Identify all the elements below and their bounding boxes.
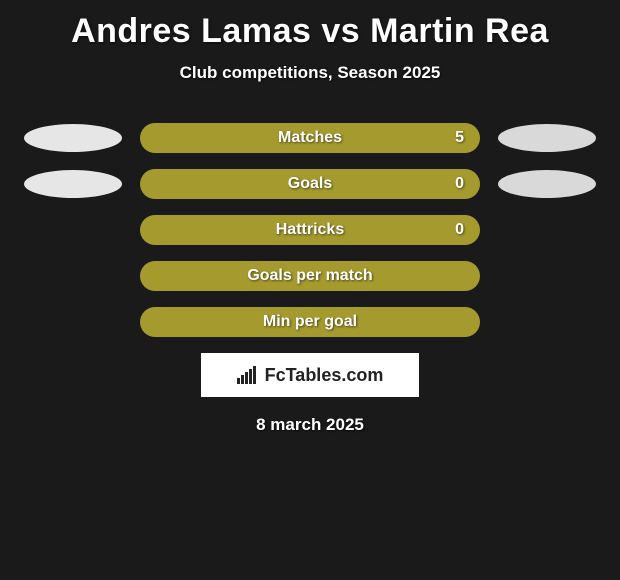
stat-bar-gpm: Goals per match <box>140 261 480 291</box>
stat-value: 5 <box>455 129 464 147</box>
stat-label: Hattricks <box>276 221 344 239</box>
brand-text: FcTables.com <box>265 365 384 386</box>
stat-label: Goals per match <box>247 267 372 285</box>
stat-row: Goals 0 <box>0 169 620 199</box>
stat-value: 0 <box>455 221 464 239</box>
stat-label: Goals <box>288 175 332 193</box>
stat-bar-hattricks: Hattricks 0 <box>140 215 480 245</box>
stat-label: Matches <box>278 129 342 147</box>
stat-bar-matches: Matches 5 <box>140 123 480 153</box>
bar-chart-icon <box>237 366 259 384</box>
left-oval <box>24 124 122 152</box>
stat-label: Min per goal <box>263 313 357 331</box>
stat-bar-mpg: Min per goal <box>140 307 480 337</box>
date-text: 8 march 2025 <box>0 415 620 435</box>
right-oval <box>498 124 596 152</box>
stat-bar-goals: Goals 0 <box>140 169 480 199</box>
stat-row: Matches 5 <box>0 123 620 153</box>
right-oval <box>498 170 596 198</box>
stat-row: Min per goal <box>0 307 620 337</box>
brand-box[interactable]: FcTables.com <box>201 353 419 397</box>
page-title: Andres Lamas vs Martin Rea <box>0 0 620 51</box>
stat-value: 0 <box>455 175 464 193</box>
stats-container: Matches 5 Goals 0 Hattricks 0 Goals per … <box>0 123 620 337</box>
left-oval <box>24 170 122 198</box>
subtitle: Club competitions, Season 2025 <box>0 63 620 83</box>
stat-row: Goals per match <box>0 261 620 291</box>
stat-row: Hattricks 0 <box>0 215 620 245</box>
